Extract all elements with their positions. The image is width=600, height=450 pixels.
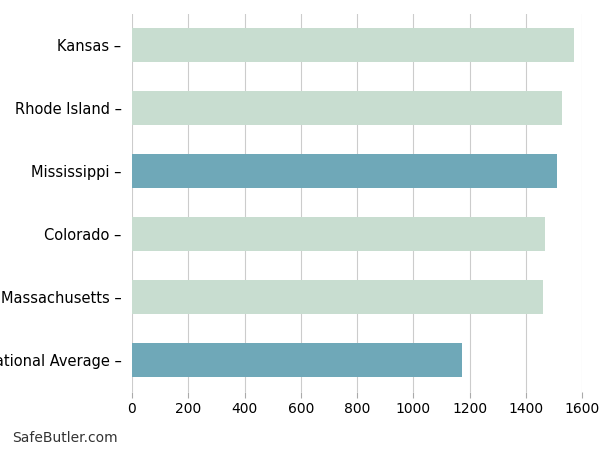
- Text: SafeButler.com: SafeButler.com: [12, 432, 118, 446]
- Bar: [132, 28, 574, 63]
- Bar: [132, 153, 557, 188]
- Bar: [132, 216, 545, 251]
- Bar: [132, 279, 542, 314]
- Bar: [132, 343, 462, 377]
- Bar: [132, 90, 562, 125]
